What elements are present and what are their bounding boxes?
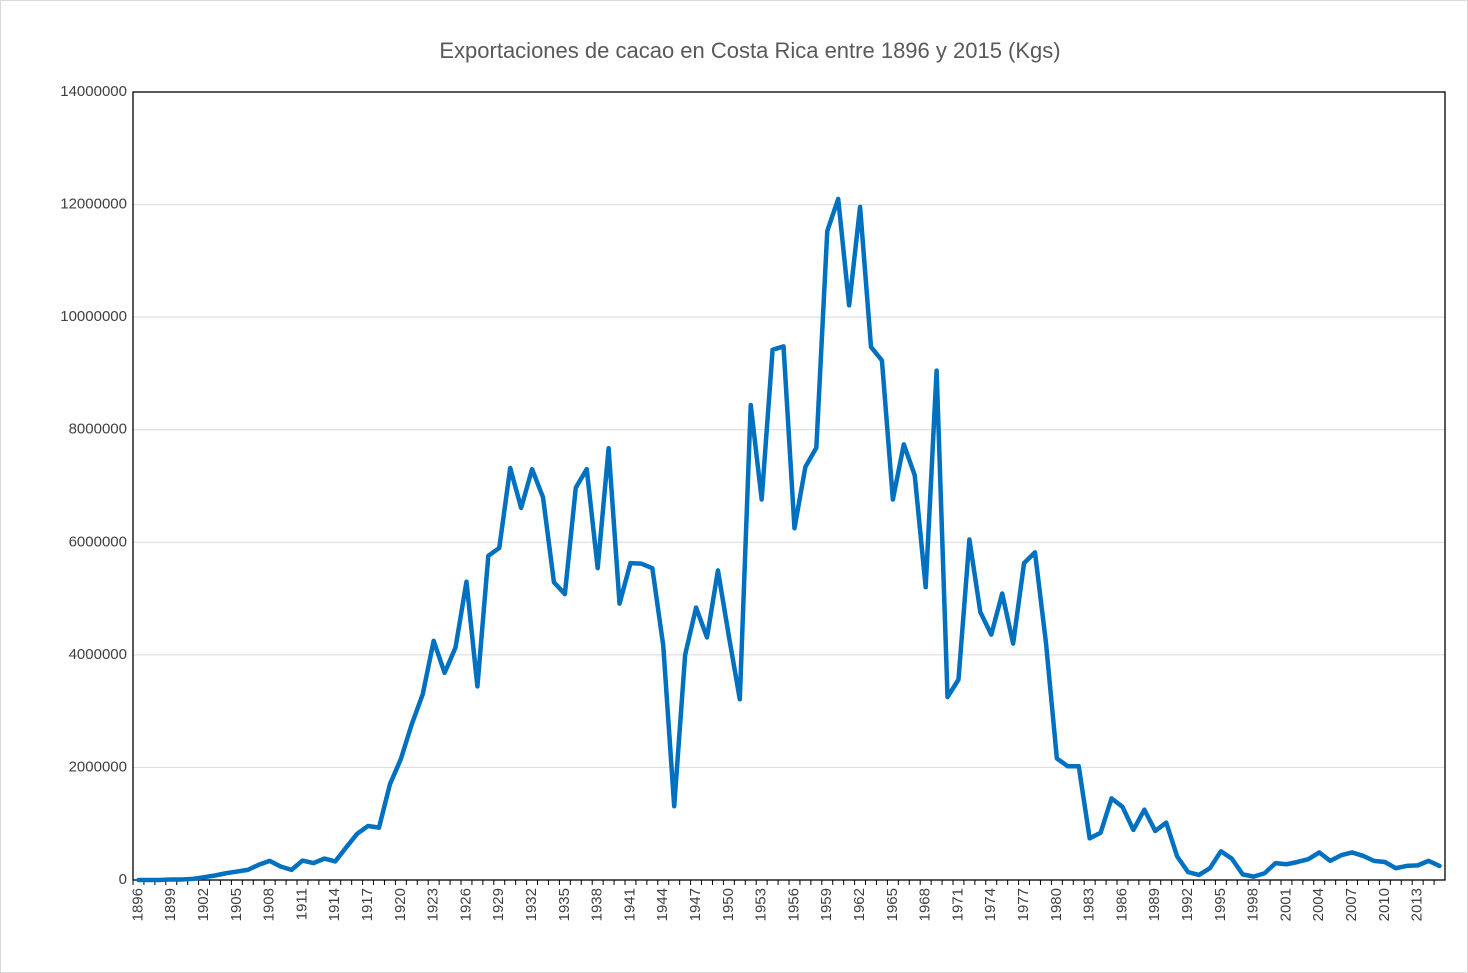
x-tick-label: 1935 bbox=[556, 888, 573, 921]
x-tick-label: 1980 bbox=[1048, 888, 1065, 921]
x-tick-label: 1929 bbox=[490, 888, 507, 921]
y-tick-label: 6000000 bbox=[69, 533, 127, 550]
x-tick-label: 1920 bbox=[392, 888, 409, 921]
y-tick-label: 10000000 bbox=[60, 308, 127, 325]
y-tick-label: 2000000 bbox=[69, 758, 127, 775]
x-tick-label: 1974 bbox=[982, 888, 999, 921]
x-tick-label: 2004 bbox=[1310, 888, 1327, 921]
x-tick-label: 1902 bbox=[195, 888, 212, 921]
x-tick-label: 1962 bbox=[851, 888, 868, 921]
x-tick-label: 2010 bbox=[1376, 888, 1393, 921]
x-tick-label: 1917 bbox=[359, 888, 376, 921]
x-tick-label: 2001 bbox=[1277, 888, 1294, 921]
x-tick-label: 1908 bbox=[261, 888, 278, 921]
x-tick-label: 1923 bbox=[425, 888, 442, 921]
y-tick-label: 12000000 bbox=[60, 196, 127, 213]
x-tick-label: 1914 bbox=[326, 888, 343, 921]
x-tick-label: 1932 bbox=[523, 888, 540, 921]
y-tick-label: 14000000 bbox=[60, 83, 127, 100]
x-tick-label: 1965 bbox=[884, 888, 901, 921]
x-tick-label: 1971 bbox=[949, 888, 966, 921]
x-tick-label: 1938 bbox=[589, 888, 606, 921]
x-tick-label: 1911 bbox=[293, 888, 310, 920]
x-tick-label: 1947 bbox=[687, 888, 704, 921]
y-tick-label: 0 bbox=[119, 871, 127, 888]
x-tick-label: 1905 bbox=[228, 888, 245, 921]
data-line bbox=[136, 196, 1442, 883]
y-tick-label: 8000000 bbox=[69, 421, 127, 438]
x-tick-label: 1941 bbox=[621, 888, 638, 921]
chart-title: Exportaciones de cacao en Costa Rica ent… bbox=[439, 38, 1060, 63]
x-tick-label: 1896 bbox=[129, 888, 146, 921]
x-tick-label: 1956 bbox=[785, 888, 802, 921]
x-tick-label: 1926 bbox=[457, 888, 474, 921]
x-tick-label: 1992 bbox=[1179, 888, 1196, 921]
x-tick-label: 1944 bbox=[654, 888, 671, 921]
x-tick-label: 2013 bbox=[1409, 888, 1426, 921]
x-tick-label: 1977 bbox=[1015, 888, 1032, 921]
x-tick-label: 2007 bbox=[1343, 888, 1360, 921]
x-tick-label: 1983 bbox=[1081, 888, 1098, 921]
x-tick-label: 1986 bbox=[1113, 888, 1130, 921]
x-tick-label: 1968 bbox=[917, 888, 934, 921]
x-tick-label: 1953 bbox=[753, 888, 770, 921]
x-tick-label: 1998 bbox=[1245, 888, 1262, 921]
x-tick-label: 1899 bbox=[162, 888, 179, 921]
x-tick-label: 1989 bbox=[1146, 888, 1163, 921]
x-tick-label: 1959 bbox=[818, 888, 835, 921]
x-tick-label: 1995 bbox=[1212, 888, 1229, 921]
x-tick-label: 1950 bbox=[720, 888, 737, 921]
y-tick-label: 4000000 bbox=[69, 646, 127, 663]
